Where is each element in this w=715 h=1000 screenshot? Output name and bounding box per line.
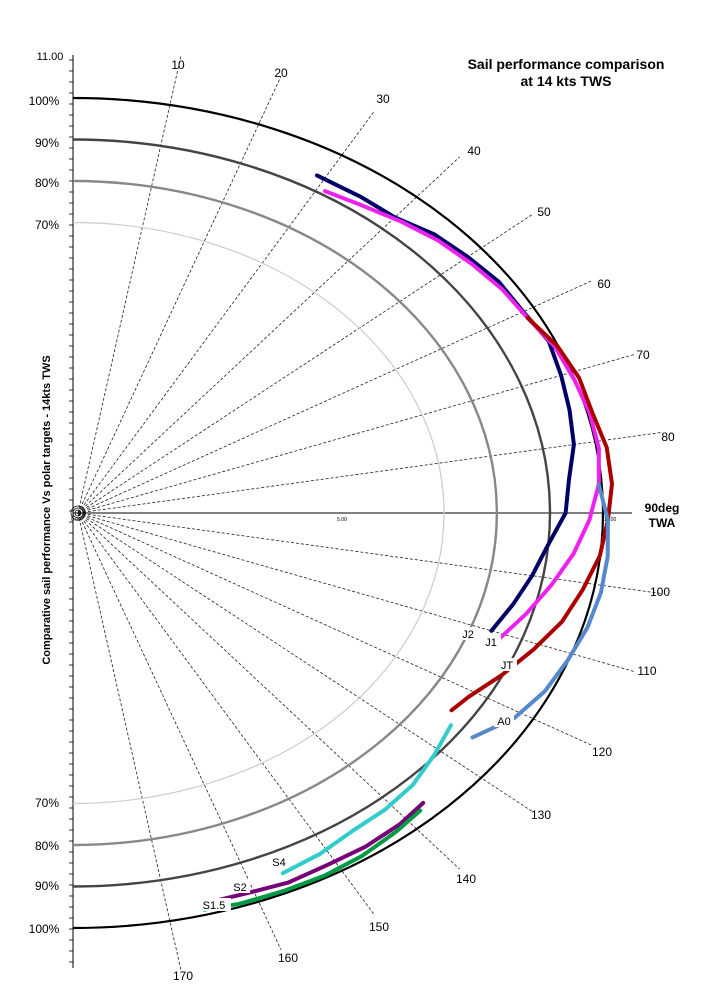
center-axis-tick-label: 10.00 [604, 517, 617, 523]
series-label-bg [494, 714, 514, 727]
angle-label-100: 100 [650, 585, 670, 599]
angle-label-70: 70 [636, 348, 650, 362]
series-label-bg [497, 658, 517, 671]
ring-label-top-100: 100% [29, 94, 60, 108]
spoke-80 [77, 431, 663, 514]
angle-label-110: 110 [637, 664, 656, 678]
x-axis-label: 90deg TWA [644, 501, 680, 530]
ring-label-top-90: 90% [35, 136, 59, 150]
series-label-j2: J2 [462, 629, 474, 641]
radial-ring-70 [72, 221, 445, 805]
angle-label-10: 10 [171, 58, 185, 72]
ring-label-top-80: 80% [35, 176, 59, 190]
angle-label-160: 160 [278, 951, 298, 965]
center-axis-tick-label: 5.00 [337, 517, 347, 523]
spoke-150 [77, 512, 376, 916]
series-j1-line [323, 189, 601, 642]
spoke-20 [77, 76, 282, 514]
series-label-a0: A0 [497, 716, 510, 728]
series-label-s1.5: S1.5 [203, 900, 226, 912]
spoke-40 [77, 156, 460, 514]
origin-marker [70, 505, 86, 521]
angle-label-40: 40 [467, 144, 481, 158]
angle-label-170: 170 [173, 969, 193, 983]
spoke-140 [77, 512, 460, 870]
origin-marker [72, 507, 84, 519]
series-s2-line [209, 800, 426, 904]
series-label-s4: S4 [272, 857, 285, 869]
ring-label-top-70: 70% [35, 218, 59, 232]
series-label-bg [197, 898, 231, 911]
series-label-j1: J1 [485, 637, 497, 649]
series-label-jt: JT [501, 660, 514, 672]
radial-ring-100 [72, 96, 605, 930]
series-s1.5-line [202, 808, 423, 912]
spoke-10 [77, 55, 182, 514]
spoke-110 [77, 512, 636, 673]
ring-label-bottom-100: 100% [29, 922, 60, 936]
y-axis-label: Comparative sail performance Vs polar ta… [41, 355, 53, 665]
angle-label-50: 50 [537, 205, 551, 219]
spoke-130 [77, 512, 533, 813]
y-axis-top-tick-label: 11.00 [37, 51, 64, 63]
angle-label-60: 60 [597, 277, 611, 291]
spoke-160 [77, 512, 282, 950]
series-label-bg [481, 635, 501, 648]
spoke-30 [77, 110, 376, 514]
ring-label-bottom-80: 80% [35, 839, 59, 853]
ring-label-bottom-90: 90% [35, 879, 59, 893]
spoke-120 [77, 512, 593, 746]
chart-title: Sail performance comparison at 14 kts TW… [467, 56, 665, 89]
spoke-60 [77, 280, 593, 514]
angle-label-20: 20 [274, 66, 288, 80]
series-jt-line [449, 315, 614, 713]
angle-label-80: 80 [661, 430, 675, 444]
radial-ring-80 [72, 179, 499, 847]
series-j2-line [315, 173, 576, 633]
series-s4-line [280, 723, 453, 876]
spoke-100 [77, 512, 663, 595]
angle-label-140: 140 [456, 872, 476, 886]
spoke-70 [77, 353, 636, 514]
spoke-50 [77, 213, 533, 514]
spoke-170 [77, 512, 182, 971]
series-label-bg [458, 627, 478, 640]
series-label-bg [230, 880, 250, 893]
ring-label-bottom-70: 70% [35, 796, 59, 810]
origin-marker [74, 509, 82, 517]
series-a0-line [470, 482, 610, 740]
angle-label-150: 150 [369, 920, 389, 934]
series-label-s2: S2 [233, 882, 246, 894]
angle-label-130: 130 [531, 808, 551, 822]
angle-label-120: 120 [592, 745, 612, 759]
radial-ring-90 [72, 138, 552, 888]
series-label-bg [269, 855, 289, 868]
angle-label-30: 30 [376, 92, 390, 106]
